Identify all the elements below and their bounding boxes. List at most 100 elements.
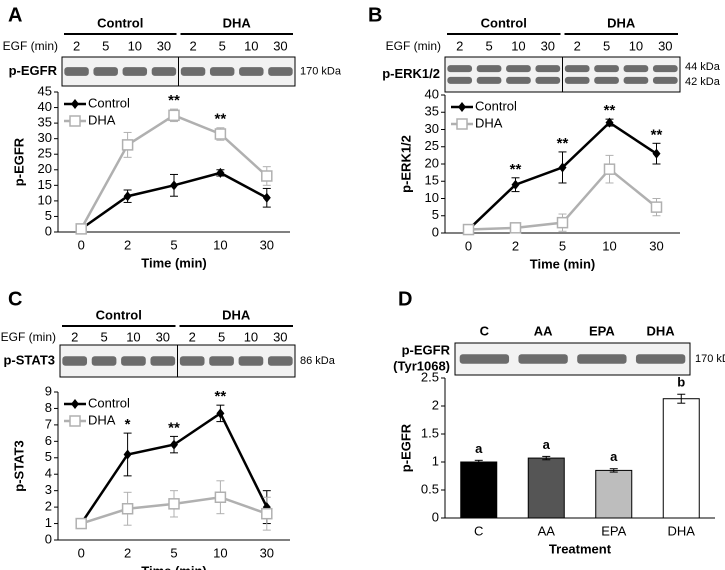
lane-label: 10 [244,329,258,344]
x-tick-label: 5 [559,238,566,253]
protein-label: p-EGFR [402,342,451,357]
point [652,148,661,159]
point [605,117,614,128]
lane-label: 30 [658,38,672,53]
lane-label: 10 [128,38,142,53]
lane-label: 10 [629,38,643,53]
point [261,507,273,520]
significance: ** [604,102,616,119]
x-axis-label: Time (min) [530,256,596,271]
significance: * [125,416,131,433]
point [170,180,178,191]
blot-band [180,67,206,76]
x-tick-label: 2 [124,545,131,560]
point [261,170,273,182]
x-axis-label: Time (min) [141,563,207,570]
blot-band [506,65,531,73]
significance: ** [651,126,663,143]
point [123,449,132,460]
size-label: 86 kDa [300,355,336,367]
x-tick-label: 10 [213,545,227,560]
size-label: 170 kDa [695,353,725,365]
blot-band [179,356,205,366]
bar [662,398,700,519]
lane-axis-label: EGF (min) [1,330,56,344]
point [216,408,225,419]
x-tick-label: AA [538,523,556,538]
lane-label: 30 [156,329,170,344]
lane-label: 2 [71,329,78,344]
y-tick-label: 2 [432,397,439,412]
x-tick-label: 10 [213,237,227,252]
x-tick-label: 0 [465,238,472,253]
y-tick-label: 5 [432,207,439,222]
group-label: DHA [223,15,252,30]
y-tick-label: 3 [45,482,52,497]
blot-band [594,76,619,84]
y-tick-label: 25 [38,146,52,161]
y-tick-label: 15 [425,173,439,188]
protein-label: p-STAT3 [3,352,55,367]
y-tick-label: 30 [38,130,52,145]
lane-label: DHA [647,323,676,338]
group-letter: b [677,375,685,390]
legend-label: Control [88,95,130,110]
legend-marker [69,415,81,427]
blot-band [239,67,264,76]
lane-label: 2 [189,329,196,344]
blot-band [268,67,293,76]
blot-band [623,65,649,73]
blot-band [447,65,473,73]
lane-label: 5 [102,38,109,53]
point [511,179,520,190]
point [121,139,134,151]
point [75,223,87,235]
x-tick-label: 10 [602,238,616,253]
point [168,109,180,122]
point [558,162,567,173]
y-tick-label: 45 [38,83,52,98]
y-tick-label: 20 [38,161,52,176]
bar [460,461,498,519]
legend-marker [458,102,466,112]
blot-band [267,356,293,366]
legend-marker [456,118,468,130]
y-tick-label: 5 [45,208,52,223]
panel-letter: C [8,288,22,310]
blot-band [121,356,146,366]
protein-label: p-ERK1/2 [382,66,440,81]
y-tick-label: 4 [45,466,52,481]
lane-label: 5 [219,38,226,53]
point [123,191,132,202]
lane-label: 5 [603,38,610,53]
x-tick-label: EPA [601,523,626,538]
y-tick-label: 0 [432,509,439,524]
panel-letter: B [368,4,382,26]
blot-band [518,354,568,364]
blot-band [459,354,510,364]
group-letter: a [543,437,551,452]
y-tick-label: 5 [45,449,52,464]
x-axis-label: Treatment [549,541,612,556]
y-tick-label: 30 [425,121,439,136]
significance: ** [215,111,227,128]
lane-label: 10 [244,38,258,53]
blot-band [535,65,561,73]
point [509,222,522,234]
blot-band [150,356,176,366]
x-tick-label: 0 [78,237,85,252]
point [170,439,178,450]
y-axis-label: p-ERK1/2 [398,135,413,193]
bar [527,457,565,519]
blot-band [577,354,627,364]
y-tick-label: 35 [38,115,52,130]
legend-label: Control [475,98,517,113]
group-letter: a [610,449,618,464]
series-line [80,113,268,230]
lane-label: 2 [456,38,463,53]
lane-label: 30 [273,38,287,53]
size-label: 170 kDa [300,65,342,77]
y-tick-label: 25 [425,138,439,153]
blot-band [623,76,649,84]
x-tick-label: 5 [170,545,177,560]
